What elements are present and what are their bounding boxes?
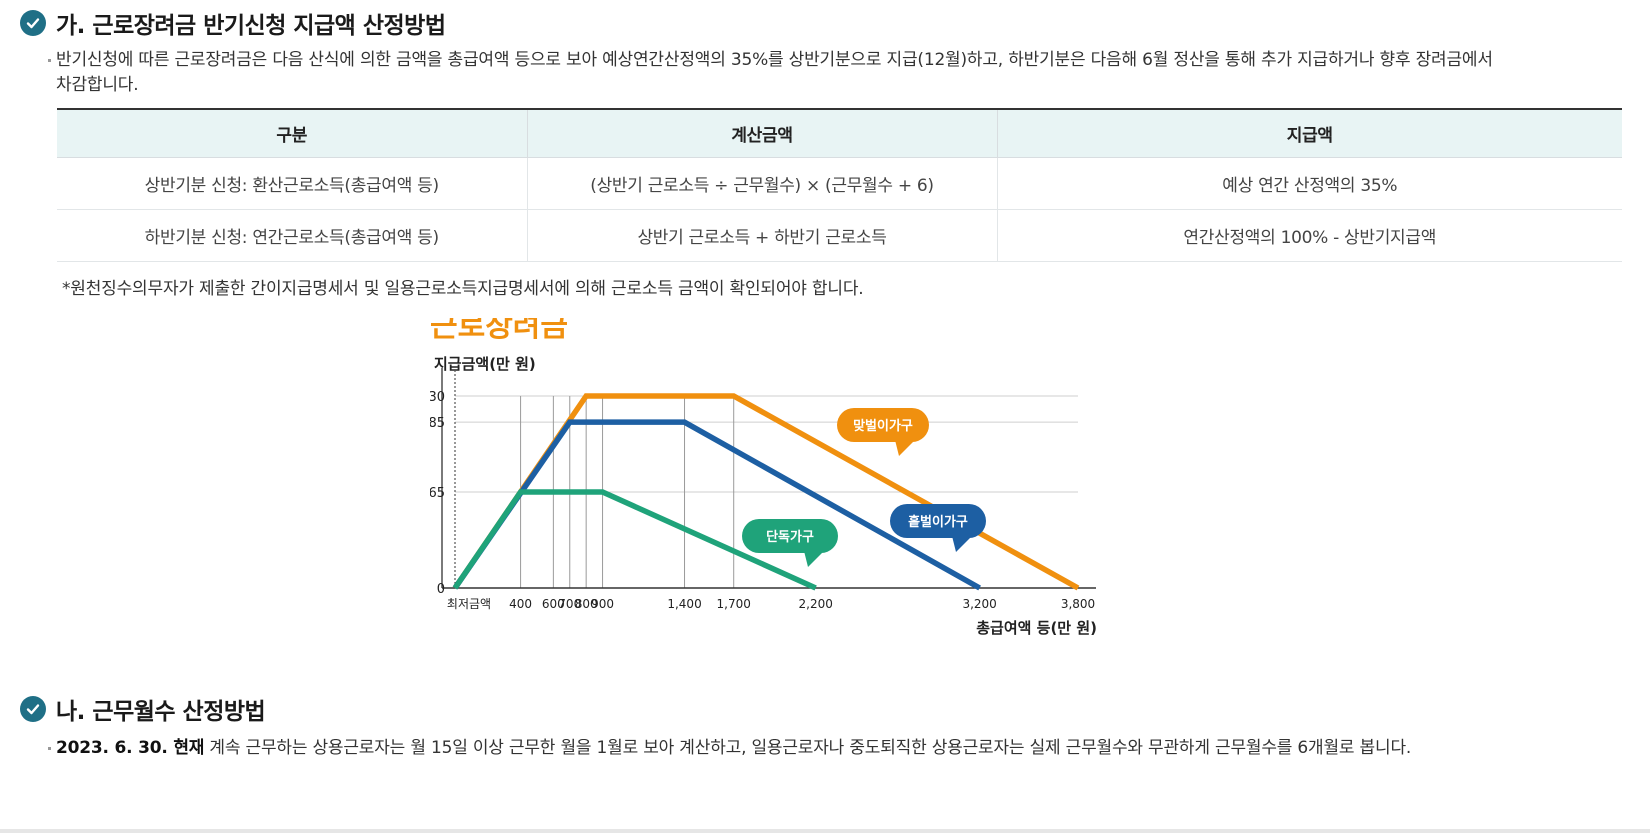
- table-cell: 예상 연간 산정액의 35%: [996, 157, 1622, 210]
- x-tick-label: 1,400: [667, 597, 701, 611]
- y-tick-label: 0: [437, 582, 445, 597]
- section-heading-a: 가. 근로장려금 반기신청 지급액 산정방법: [20, 6, 446, 40]
- chart-xlabel: 총급여액 등(만 원): [976, 619, 1097, 637]
- table-row: 상반기분 신청: 환산근로소득(총급여액 등) (상반기 근로소득 ÷ 근무월수…: [57, 157, 1622, 210]
- x-tick-label: 2,200: [799, 597, 833, 611]
- series-name-label: 맞벌이가구: [853, 418, 913, 434]
- section-heading-a-text: 가. 근로장려금 반기신청 지급액 산정방법: [56, 13, 446, 39]
- series-label-callout: 맞벌이가구: [837, 408, 929, 456]
- table-header-cell: 구분: [57, 108, 527, 158]
- bottom-divider: [0, 829, 1650, 833]
- callout-tail: [952, 536, 972, 552]
- table-cell: 상반기분 신청: 환산근로소득(총급여액 등): [57, 157, 527, 210]
- table-cell: (상반기 근로소득 ÷ 근무월수) × (근무월수 + 6): [526, 157, 997, 210]
- callout-tail: [804, 551, 824, 567]
- callout-bubble: [837, 408, 929, 442]
- section-a-description: 반기신청에 따른 근로장려금은 다음 산식에 의한 금액을 총급여액 등으로 보…: [48, 48, 1506, 98]
- footnote: *원천징수의무자가 제출한 간이지급명세서 및 일용근로소득지급명세서에 의해 …: [62, 279, 864, 299]
- table-cell: 상반기 근로소득 + 하반기 근로소득: [526, 209, 997, 262]
- table-row: 하반기분 신청: 연간근로소득(총급여액 등) 상반기 근로소득 + 하반기 근…: [57, 209, 1622, 262]
- series-label-callout: 단독가구: [742, 519, 838, 567]
- series-line: [452, 489, 817, 591]
- chart-ylabel: 지급금액(만 원): [434, 355, 536, 373]
- callout-bubble: [742, 519, 838, 553]
- reference-date: 2023. 6. 30. 현재: [56, 738, 205, 758]
- callout-tail: [895, 440, 915, 456]
- callout-bubble: [890, 504, 986, 538]
- series-label-callout: 홑벌이가구: [890, 504, 986, 552]
- section-b-description-text: 계속 근무하는 상용근로자는 월 15일 이상 근무한 월을 1월로 보아 계산…: [204, 738, 1412, 758]
- y-tick-label: 285: [430, 416, 445, 431]
- table-header-row: 구분 계산금액 지급액: [57, 108, 1622, 158]
- series-name-label: 단독가구: [766, 529, 814, 545]
- check-circle-icon: [20, 10, 46, 36]
- y-tick-label: 165: [430, 486, 445, 501]
- x-tick-label: 700: [558, 597, 581, 611]
- x-tick-label: 900: [591, 597, 614, 611]
- x-tick-label: 최저금액: [447, 597, 491, 611]
- x-tick-label: 800: [575, 597, 598, 611]
- x-tick-label: 3,200: [962, 597, 996, 611]
- calculation-table: 구분 계산금액 지급액 상반기분 신청: 환산근로소득(총급여액 등) (상반기…: [57, 108, 1622, 262]
- x-tick-label: 400: [509, 597, 532, 611]
- table-cell: 하반기분 신청: 연간근로소득(총급여액 등): [57, 209, 527, 262]
- table-cell: 연간산정액의 100% - 상반기지급액: [996, 209, 1622, 262]
- y-tick-label: 330: [430, 390, 445, 405]
- chart-title: 근로장려금: [430, 318, 568, 344]
- section-b-description: 2023. 6. 30. 현재 계속 근무하는 상용근로자는 월 15일 이상 …: [48, 736, 1626, 761]
- x-tick-label: 1,700: [717, 597, 751, 611]
- series-name-label: 홑벌이가구: [908, 514, 968, 530]
- incentive-chart: 근로장려금 지급금액(만 원) 총급여액 등(만 원) 0 165 285 330 최저…: [430, 318, 1097, 637]
- check-circle-icon: [20, 696, 46, 722]
- x-tick-label: 3,800: [1061, 597, 1095, 611]
- section-heading-b: 나. 근무월수 산정방법: [20, 692, 266, 726]
- section-heading-b-text: 나. 근무월수 산정방법: [56, 699, 266, 725]
- table-header-cell: 계산금액: [526, 108, 997, 158]
- table-header-cell: 지급액: [996, 108, 1622, 158]
- x-tick-label: 600: [542, 597, 565, 611]
